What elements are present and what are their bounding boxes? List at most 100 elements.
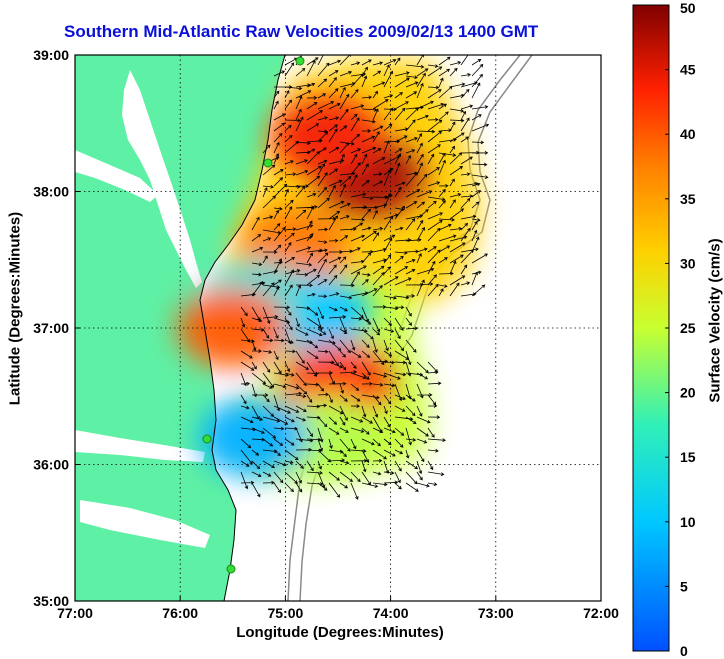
- velocity-arrow: [273, 177, 284, 187]
- velocity-arrow: [416, 226, 425, 242]
- velocity-arrow: [295, 350, 305, 364]
- velocity-arrow: [372, 339, 378, 353]
- colorbar-tick-label: 25: [680, 320, 696, 336]
- velocity-arrow: [394, 295, 410, 300]
- velocity-arrow: [438, 152, 457, 157]
- velocity-arrow: [339, 86, 346, 99]
- velocity-arrow: [262, 215, 274, 220]
- velocity-arrow: [372, 180, 383, 187]
- velocity-arrow: [438, 200, 446, 209]
- velocity-arrow: [317, 159, 328, 165]
- velocity-arrow: [339, 370, 358, 374]
- velocity-arrow: [350, 339, 356, 351]
- velocity-arrow: [339, 449, 347, 458]
- velocity-arrow: [328, 427, 340, 435]
- velocity-arrow: [317, 471, 326, 489]
- velocity-arrow: [317, 163, 325, 176]
- velocity-arrow: [427, 438, 446, 442]
- velocity-arrow: [361, 135, 376, 143]
- velocity-arrow: [350, 361, 357, 370]
- velocity-arrow: [350, 61, 361, 66]
- velocity-arrow: [416, 209, 429, 220]
- velocity-arrow: [372, 265, 385, 275]
- velocity-arrow: [405, 449, 410, 459]
- velocity-arrow: [427, 167, 440, 176]
- velocity-arrow: [416, 460, 423, 475]
- velocity-arrow: [306, 470, 323, 475]
- velocity-arrow: [273, 383, 287, 389]
- velocity-arrow: [372, 458, 383, 463]
- velocity-arrow: [372, 81, 386, 88]
- velocity-arrow: [295, 262, 313, 267]
- velocity-arrow: [372, 258, 387, 264]
- velocity-arrow: [438, 159, 446, 176]
- velocity-arrow: [306, 268, 317, 275]
- velocity-arrow: [405, 201, 418, 209]
- velocity-arrow: [416, 72, 426, 88]
- velocity-arrow: [427, 64, 439, 68]
- velocity-arrow: [460, 214, 477, 220]
- velocity-arrow: [449, 118, 465, 123]
- velocity-arrow: [295, 283, 313, 288]
- velocity-arrow: [416, 252, 422, 264]
- velocity-arrow: [361, 252, 372, 264]
- colorbar-tick-label: 5: [680, 578, 688, 594]
- velocity-arrow: [427, 181, 441, 187]
- velocity-arrow: [317, 460, 322, 470]
- velocity-arrow: [273, 209, 279, 220]
- velocity-arrow: [328, 88, 339, 99]
- velocity-arrow: [284, 284, 293, 297]
- velocity-arrow: [295, 224, 314, 231]
- x-tick-label: 75:00: [267, 605, 303, 621]
- velocity-arrow: [405, 350, 412, 366]
- velocity-arrow: [262, 405, 275, 417]
- velocity-arrow: [339, 125, 348, 132]
- radar-station-marker: [226, 564, 236, 574]
- velocity-arrow: [273, 206, 283, 211]
- velocity-arrow: [350, 192, 367, 198]
- velocity-arrow: [405, 137, 418, 143]
- velocity-arrow: [339, 383, 344, 394]
- colorbar-tick-label: 40: [680, 126, 696, 142]
- velocity-arrow: [350, 247, 361, 253]
- velocity-arrow: [372, 317, 381, 333]
- velocity-arrow: [317, 240, 328, 244]
- velocity-arrow: [438, 245, 451, 253]
- velocity-arrow: [339, 460, 350, 465]
- velocity-arrow: [295, 306, 311, 311]
- velocity-arrow: [427, 200, 437, 209]
- velocity-arrow: [460, 55, 469, 66]
- velocity-arrow: [350, 271, 360, 286]
- velocity-arrow: [372, 471, 382, 476]
- velocity-arrow: [328, 77, 337, 88]
- albemarle-sound: [75, 430, 205, 462]
- velocity-arrow: [449, 152, 463, 165]
- velocity-arrow: [317, 416, 328, 428]
- velocity-arrow: [251, 372, 267, 385]
- velocity-arrow: [339, 176, 352, 187]
- velocity-arrow: [240, 306, 248, 317]
- velocity-arrow: [317, 438, 323, 452]
- velocity-arrow: [405, 155, 411, 165]
- velocity-arrow: [361, 328, 374, 340]
- velocity-arrow: [460, 227, 471, 242]
- velocity-arrow: [317, 248, 328, 253]
- velocity-arrow: [273, 223, 281, 231]
- velocity-arrow: [262, 338, 274, 343]
- velocity-arrow: [350, 471, 361, 483]
- velocity-arrow: [394, 226, 404, 231]
- velocity-arrow: [339, 249, 353, 254]
- velocity-arrow: [383, 460, 390, 474]
- velocity-arrow: [460, 117, 470, 132]
- velocity-arrow: [251, 393, 269, 397]
- velocity-arrow: [306, 274, 321, 286]
- velocity-arrow: [306, 232, 314, 242]
- velocity-arrow: [372, 328, 381, 336]
- velocity-arrow: [427, 249, 441, 264]
- velocity-arrow: [361, 394, 380, 400]
- velocity-arrow: [471, 284, 486, 297]
- velocity-arrow: [262, 164, 276, 176]
- velocity-arrow: [273, 449, 281, 457]
- colorbar-tick-label: 35: [680, 191, 696, 207]
- velocity-arrow: [383, 295, 397, 300]
